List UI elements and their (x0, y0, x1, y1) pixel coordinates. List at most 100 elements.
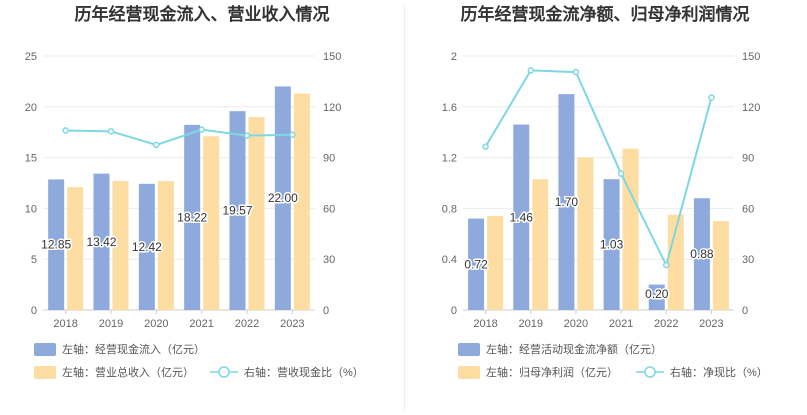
chart2-x-tick-label: 2023 (699, 318, 723, 330)
chart1-bar-primary (184, 124, 201, 311)
chart1-left-tick-label: 10 (25, 203, 37, 215)
chart1-left-tick-label: 15 (25, 153, 37, 165)
chart2-ratio-point (617, 170, 625, 177)
chart1-ratio-point (289, 131, 296, 138)
chart1-right-tick-label: 90 (323, 153, 335, 165)
chart1-bar-secondary (67, 187, 84, 310)
chart1-left-tick-label: 5 (31, 254, 37, 266)
chart2-legend-label: 左轴：经营活动现金流净额（亿元） (486, 342, 662, 356)
chart1-ratio-point (198, 126, 205, 133)
chart1-bar-value-label: 19.57 (222, 204, 252, 218)
chart1-bar-value-label: 13.42 (86, 235, 116, 249)
chart2-right-tick-label: 30 (742, 254, 754, 266)
chart2-bar-secondary (712, 221, 729, 310)
chart1-ratio-point (153, 141, 160, 149)
chart2-bar-secondary (577, 157, 594, 310)
chart2-x-tick-label: 2018 (473, 318, 497, 330)
chart1-x-tick-label: 2022 (235, 318, 259, 330)
chart2-right-tick-label: 0 (742, 305, 748, 317)
chart2-bar-primary (558, 94, 575, 310)
chart1-right-tick-label: 60 (323, 203, 335, 215)
chart1-bar-value-label: 18.22 (177, 210, 207, 224)
chart2-left-tick-label: 1.2 (442, 153, 457, 165)
chart1-left-tick-label: 0 (31, 305, 37, 317)
chart1-bar-primary (48, 179, 65, 310)
chart2-x-tick-label: 2021 (609, 318, 633, 330)
chart1-bar-value-label: 12.85 (41, 238, 71, 252)
chart2-ratio-point (572, 68, 580, 76)
chart1-bar-value-label: 12.42 (132, 240, 162, 254)
chart2-left-tick-label: 2 (451, 51, 457, 63)
chart2-bar-secondary (622, 148, 639, 310)
chart1-x-tick-label: 2023 (280, 318, 304, 330)
chart2-x-tick-label: 2019 (519, 318, 543, 330)
chart2-left-tick-label: 0.8 (442, 203, 457, 215)
chart2-ratio-line (484, 69, 713, 268)
chart1-bar-primary (93, 173, 110, 310)
chart2-left-tick-label: 1.6 (442, 102, 457, 114)
chart1-legend-swatch-bar (34, 366, 56, 379)
chart1-legend-label: 左轴：经营现金流入（亿元） (62, 342, 205, 356)
chart2-left-tick-label: 0 (451, 305, 457, 317)
chart2-bar-value-label: 0.20 (645, 287, 669, 301)
chart2-bar-secondary (532, 179, 549, 310)
chart2-bar-value-label: 1.46 (510, 210, 534, 224)
chart1-bar-secondary (293, 93, 310, 310)
chart2-ratio-point (663, 261, 670, 269)
chart1-legend-label: 左轴：营业总收入（亿元） (62, 365, 194, 379)
chart1-bar-secondary (157, 180, 174, 310)
chart2-bar-primary (693, 198, 710, 310)
chart2-bar-secondary (487, 216, 504, 310)
chart2-legend-label: 左轴：归母净利润（亿元） (486, 365, 618, 379)
chart2-right-tick-label: 90 (742, 153, 754, 165)
chart1-ratio-point (62, 127, 69, 134)
chart2-right-tick-label: 60 (742, 203, 754, 215)
chart1-right-tick-label: 120 (323, 102, 341, 114)
chart1-legend-label: 右轴：营收现金比（%） (244, 365, 364, 379)
chart2-x-tick-label: 2022 (654, 318, 678, 330)
chart1-legend-swatch-bar (34, 343, 56, 356)
chart2-x-tick-label: 2020 (564, 318, 588, 330)
chart2-legend-swatch-bar (458, 366, 480, 379)
chart1-ratio-line (65, 128, 293, 146)
chart2-title: 历年经营现金流净额、归母净利润情况 (461, 4, 750, 24)
chart1-left-tick-label: 25 (25, 51, 37, 63)
chart1-right-tick-label: 150 (323, 51, 341, 63)
chart2-legend-label: 右轴：净现比（%） (670, 365, 768, 379)
chart2-bar-primary (603, 179, 620, 310)
chart2-bar-primary (648, 284, 665, 310)
chart1-bar-primary (229, 111, 246, 311)
chart1-legend-swatch-marker (218, 366, 230, 378)
chart1-x-tick-label: 2020 (144, 318, 168, 330)
chart2-ratio-point (527, 67, 534, 74)
chart1-left-tick-label: 20 (25, 102, 37, 114)
chart1-bar-secondary (203, 136, 220, 310)
chart1-x-tick-label: 2018 (53, 318, 77, 330)
chart1-ratio-point (107, 128, 115, 135)
chart1-ratio-point (243, 132, 251, 139)
chart2-right-tick-label: 120 (742, 102, 760, 114)
chart2-bar-value-label: 0.88 (690, 247, 714, 261)
chart2-bar-primary (513, 124, 530, 310)
chart2-ratio-point (708, 94, 715, 101)
chart2-bar-value-label: 1.70 (555, 195, 579, 209)
chart2-bar-primary (468, 218, 485, 310)
chart2-bar-value-label: 0.72 (464, 257, 488, 271)
chart1-x-tick-label: 2019 (99, 318, 123, 330)
chart2-right-tick-label: 150 (742, 51, 760, 63)
chart1-right-tick-label: 0 (323, 305, 329, 317)
chart2-ratio-point (482, 143, 489, 150)
chart2-left-tick-label: 0.4 (442, 254, 457, 266)
chart2-legend-swatch-marker (644, 366, 656, 378)
chart2-bar-secondary (667, 214, 684, 310)
chart1-bar-primary (274, 86, 291, 310)
chart1-bar-secondary (248, 116, 265, 311)
chart2-bar-value-label: 1.03 (600, 238, 624, 252)
chart2-legend-swatch-bar (458, 343, 480, 356)
chart1-title: 历年经营现金流入、营业收入情况 (75, 4, 330, 24)
chart1-bar-primary (138, 183, 155, 310)
chart1-bar-secondary (112, 180, 129, 310)
chart1-x-tick-label: 2021 (189, 318, 213, 330)
chart1-bar-value-label: 22.00 (268, 191, 298, 205)
